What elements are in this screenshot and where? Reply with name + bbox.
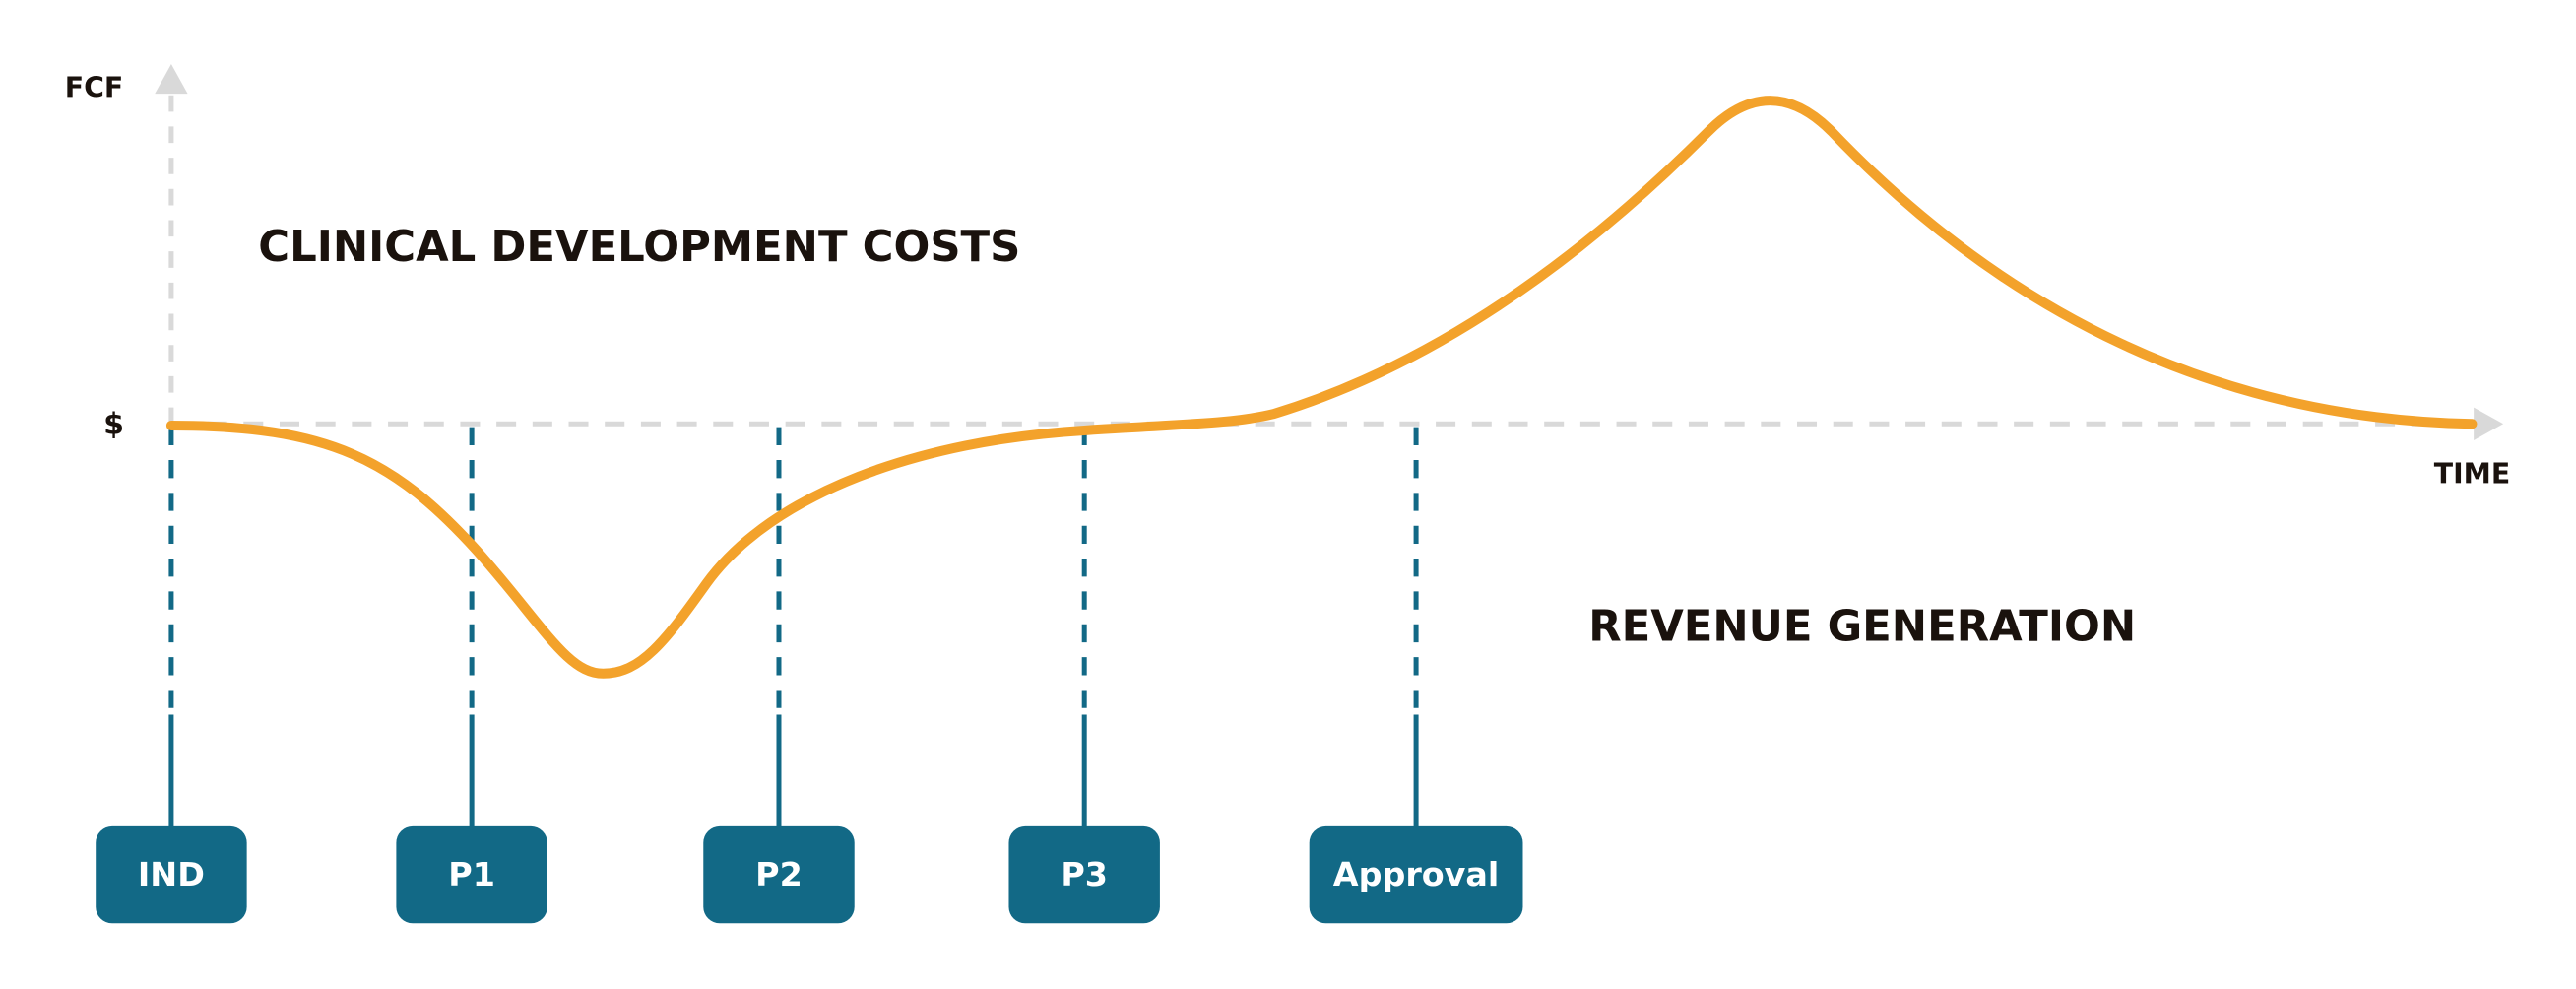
annotation: REVENUE GENERATION <box>1588 602 2136 651</box>
fcf-curve <box>165 96 2478 679</box>
x-axis-arrow <box>2474 407 2504 440</box>
milestones: IND P1 P2 P3 Approval <box>96 427 1523 924</box>
y-marker: $ <box>103 407 124 441</box>
y-axis-label: FCF <box>65 71 124 103</box>
milestone-label: P3 <box>1061 855 1108 893</box>
y-axis-arrow <box>155 64 188 95</box>
milestone-label: Approval <box>1333 855 1500 893</box>
milestone-box <box>96 825 247 924</box>
milestone-label: P1 <box>448 855 495 893</box>
milestone-box <box>396 825 547 924</box>
milestone-label: P2 <box>755 855 803 893</box>
annotation: CLINICAL DEVELOPMENT COSTS <box>258 223 1020 272</box>
milestone-box <box>703 825 855 924</box>
milestone-label: IND <box>138 855 205 893</box>
milestone-box <box>1309 825 1523 924</box>
x-axis-label: TIME <box>2434 457 2510 490</box>
milestone-box <box>1008 825 1160 924</box>
